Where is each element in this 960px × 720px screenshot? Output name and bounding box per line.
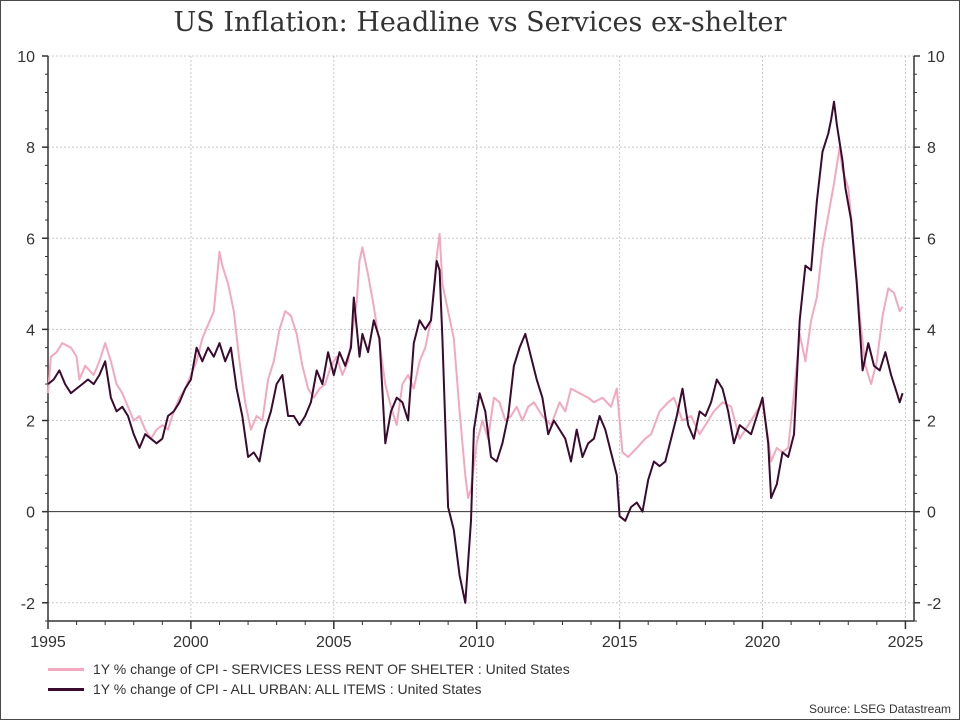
y-tick-label-left: 2 xyxy=(26,414,35,431)
y-tick-label-left: 10 xyxy=(17,49,35,66)
x-tick-label: 2015 xyxy=(602,634,638,651)
legend-swatch-services xyxy=(48,667,84,671)
x-tick-label: 1995 xyxy=(30,634,66,651)
y-tick-label-right: -2 xyxy=(927,596,941,613)
legend-swatch-headline xyxy=(48,687,84,691)
series-line-services xyxy=(47,146,904,499)
y-tick-label-right: 0 xyxy=(927,505,936,522)
x-tick-label: 2025 xyxy=(888,634,924,651)
series-line-headline xyxy=(47,100,904,604)
legend-label-services: 1Y % change of CPI - SERVICES LESS RENT … xyxy=(93,661,570,677)
y-tick-label-right: 6 xyxy=(927,231,936,248)
y-tick-label-left: 4 xyxy=(26,322,35,339)
y-tick-label-left: -2 xyxy=(21,596,35,613)
x-tick-label: 2005 xyxy=(316,634,352,651)
y-tick-label-right: 10 xyxy=(927,49,945,66)
legend-item-services: 1Y % change of CPI - SERVICES LESS RENT … xyxy=(48,660,570,678)
source-note: Source: LSEG Datastream xyxy=(808,702,951,716)
x-tick-label: 2010 xyxy=(459,634,495,651)
y-tick-label-right: 2 xyxy=(927,414,936,431)
legend-item-headline: 1Y % change of CPI - ALL URBAN: ALL ITEM… xyxy=(48,680,482,698)
x-tick-label: 2020 xyxy=(745,634,781,651)
y-tick-label-left: 8 xyxy=(26,140,35,157)
chart-title: US Inflation: Headline vs Services ex-sh… xyxy=(173,7,787,38)
legend-label-headline: 1Y % change of CPI - ALL URBAN: ALL ITEM… xyxy=(93,681,482,697)
y-tick-label-right: 8 xyxy=(927,140,936,157)
y-tick-label-right: 4 xyxy=(927,322,936,339)
y-tick-label-left: 6 xyxy=(26,231,35,248)
y-tick-label-left: 0 xyxy=(26,505,35,522)
x-tick-label: 2000 xyxy=(173,634,209,651)
